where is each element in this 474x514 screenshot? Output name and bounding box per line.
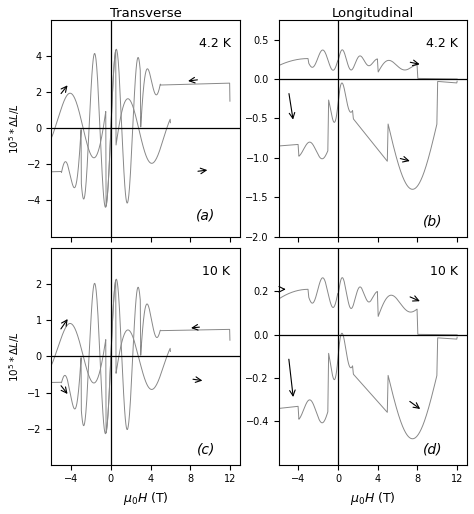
Text: (d): (d) <box>423 443 443 457</box>
Text: (c): (c) <box>197 443 215 457</box>
Text: 10 K: 10 K <box>429 265 457 279</box>
Text: (b): (b) <box>423 215 443 229</box>
X-axis label: $\mu_0H$ (T): $\mu_0H$ (T) <box>350 490 396 507</box>
Y-axis label: $10^5*\Delta L/L$: $10^5*\Delta L/L$ <box>7 103 22 154</box>
Title: Transverse: Transverse <box>109 7 182 20</box>
X-axis label: $\mu_0H$ (T): $\mu_0H$ (T) <box>123 490 168 507</box>
Text: 4.2 K: 4.2 K <box>199 38 230 50</box>
Text: (a): (a) <box>196 208 216 222</box>
Text: 4.2 K: 4.2 K <box>426 38 457 50</box>
Text: 10 K: 10 K <box>202 265 230 279</box>
Title: Longitudinal: Longitudinal <box>332 7 414 20</box>
Y-axis label: $10^5*\Delta L/L$: $10^5*\Delta L/L$ <box>7 331 22 382</box>
